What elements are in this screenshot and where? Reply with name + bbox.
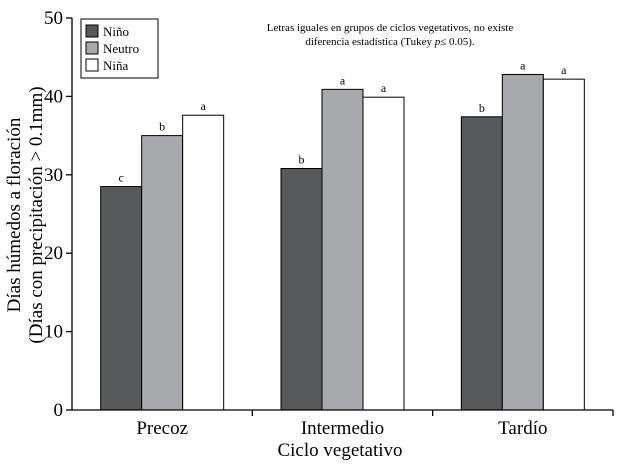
legend: Niño Neutro Niña [80,18,159,79]
significance-letter: a [201,99,207,113]
y-axis-title-line2: (Días con precipitación > 0.1mm) [26,86,47,343]
bar-niño [280,168,323,411]
significance-letter: a [561,63,567,77]
significance-letter: b [159,120,165,134]
bar-neutro [501,73,544,411]
legend-swatch [85,24,99,38]
y-tick-label: 30 [44,165,63,186]
significance-letter: c [119,171,124,185]
chart-marks: c b b b a a a a a [100,58,585,411]
chart-axes: 0 10 20 30 40 50 Precoz Intermedio Tardío [44,8,614,439]
y-tick-label: 10 [44,322,63,343]
bar-neutro [321,88,364,411]
bar-niño [460,116,503,411]
significance-letter: b [299,153,305,167]
annotation-line2: diferencia estadística (Tukey p≤ 0.05). [305,36,475,48]
x-axis-title: Ciclo vegetativo [277,440,402,461]
bar-niña [362,96,405,411]
y-tick-label: 0 [54,400,64,421]
significance-letter: a [340,73,346,87]
bar-niña [182,114,225,411]
significance-letter: a [520,58,526,72]
legend-swatch [85,58,99,72]
significance-letter: b [479,101,485,115]
bar-neutro [141,135,184,411]
bar-niña [542,78,585,411]
x-category-label: Precoz [136,418,188,439]
legend-label: Niña [103,58,129,73]
y-tick-label: 50 [44,8,63,29]
legend-swatch [85,41,99,55]
legend-label: Niño [103,24,129,39]
bar-niño [100,186,143,411]
x-category-label: Tardío [498,418,547,439]
y-tick-label: 40 [44,86,63,107]
significance-letter: a [381,81,387,95]
annotation-line2-pre: diferencia estadística (Tukey [305,36,434,48]
annotation-line1: Letras iguales en grupos de ciclos veget… [267,22,514,34]
x-category-label: Intermedio [301,418,384,439]
legend-label: Neutro [103,41,139,56]
y-axis-title-line1: Días húmedos a floración [4,117,25,312]
annotation-line2-post: ≤ 0.05). [440,36,475,48]
annotation-line2-italic: p [434,36,441,48]
y-tick-label: 20 [44,243,63,264]
